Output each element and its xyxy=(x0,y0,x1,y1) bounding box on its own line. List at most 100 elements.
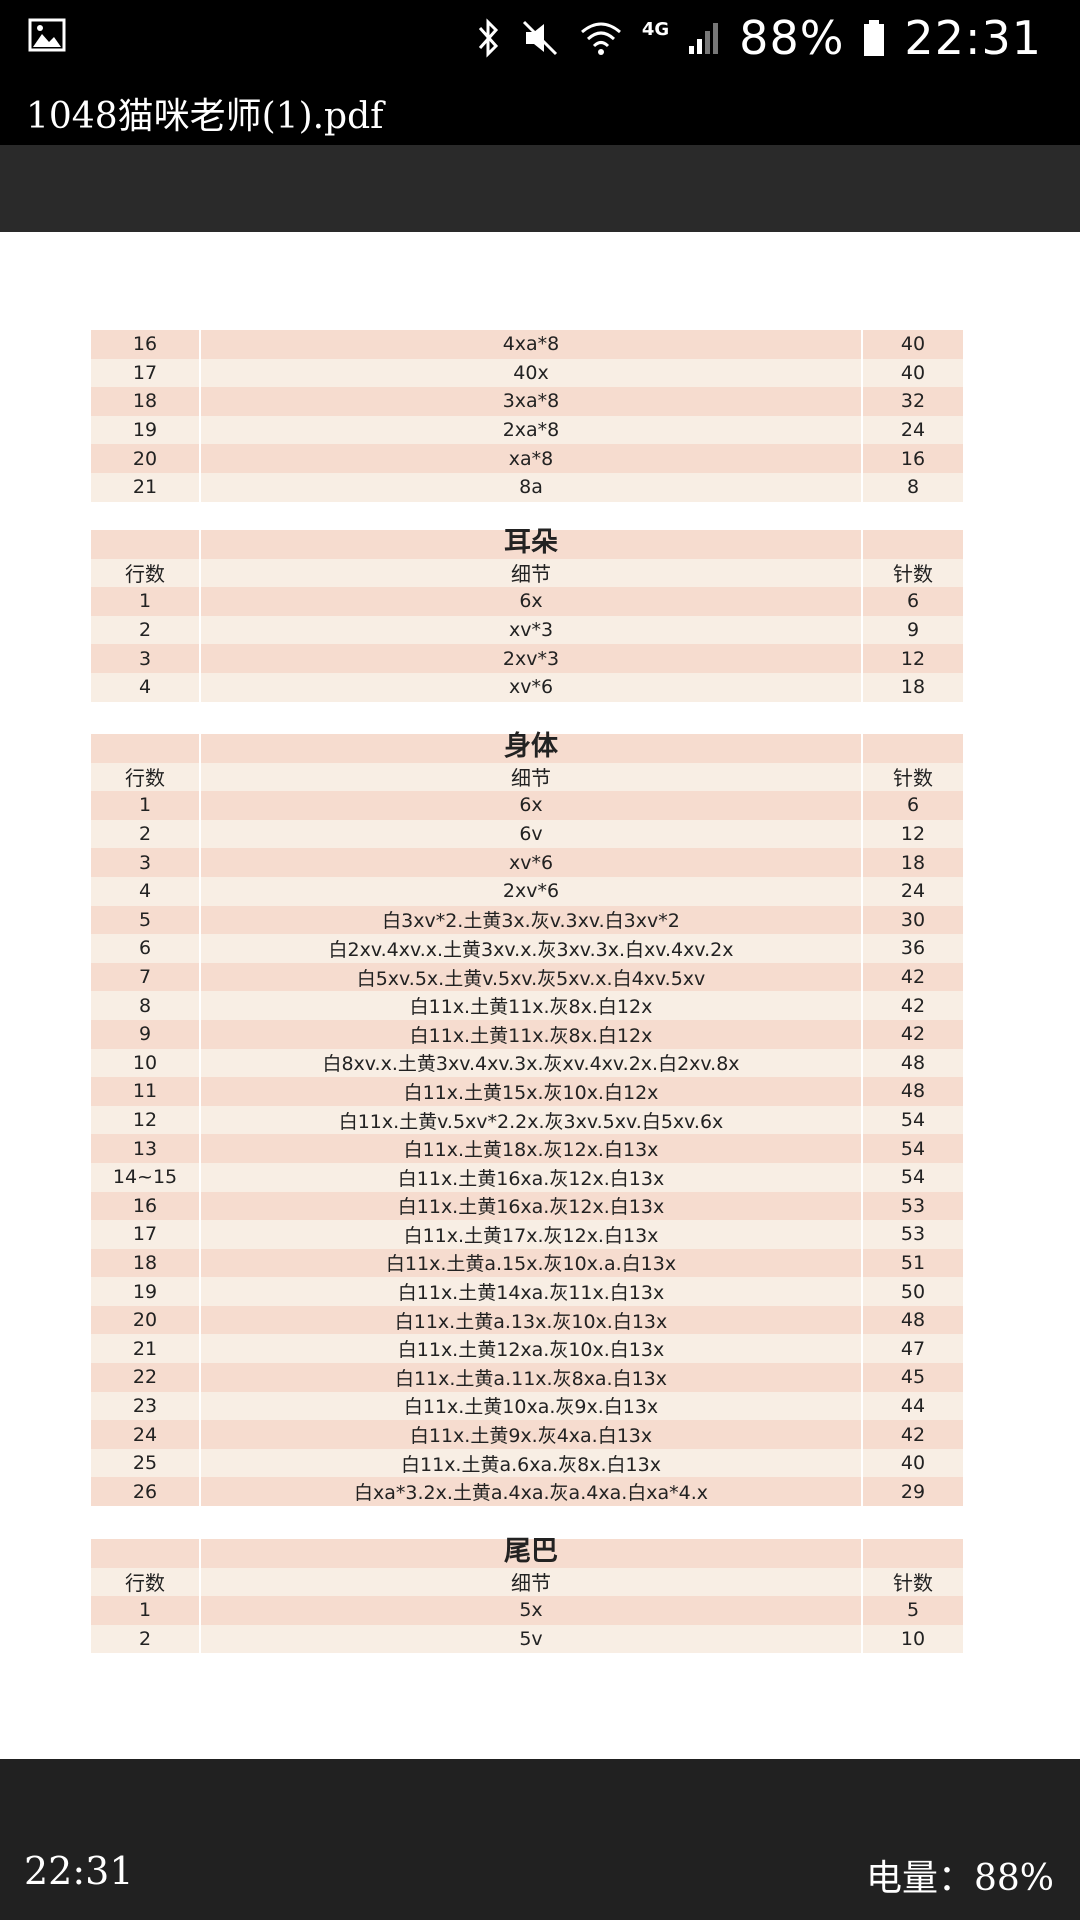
column-header: 针数 xyxy=(863,1567,963,1597)
table-row: 17 40x 40 xyxy=(91,358,963,388)
detail-cell: 2xv*6 xyxy=(199,876,863,906)
table-row: 20 xa*8 16 xyxy=(91,444,963,473)
row-number-cell: 18 xyxy=(91,1248,199,1278)
row-number-cell: 16 xyxy=(91,330,199,359)
table-row: 18 3xa*8 32 xyxy=(91,387,963,416)
row-number-cell: 2 xyxy=(91,1624,199,1654)
row-number-cell: 18 xyxy=(91,387,199,416)
table-row: 1 5x 5 xyxy=(91,1596,963,1625)
row-number-cell: 19 xyxy=(91,1277,199,1306)
title-spacer xyxy=(863,530,963,559)
row-number-cell: 8 xyxy=(91,991,199,1020)
title-bar: 1048猫咪老师(1).pdf xyxy=(0,75,1080,145)
table-row: 4 2xv*6 24 xyxy=(91,876,963,906)
stitch-count-cell: 48 xyxy=(863,1305,963,1335)
title-spacer xyxy=(863,1539,963,1568)
battery-icon xyxy=(864,20,885,56)
table-row: 10 白8xv.x.土黄3xv.4xv.3x.灰xv.4xv.2x.白2xv.8x… xyxy=(91,1048,963,1078)
detail-cell: 40x xyxy=(199,358,863,388)
row-number-cell: 17 xyxy=(91,1220,199,1249)
row-number-cell: 17 xyxy=(91,358,199,388)
table-row: 2 5v 10 xyxy=(91,1624,963,1654)
detail-cell: 白11x.土黄a.13x.灰10x.白13x xyxy=(199,1305,863,1335)
pdf-page[interactable]: 16 4xa*8 40 17 40x 40 18 3xa*8 32 19 2xa*8 24 20 xa*8… xyxy=(0,232,1080,1759)
stitch-count-cell: 40 xyxy=(863,330,963,359)
stitch-count-cell: 6 xyxy=(863,587,963,616)
table-header-row: 行数 细节 针数 xyxy=(91,558,963,588)
row-number-cell: 19 xyxy=(91,415,199,445)
stitch-count-cell: 53 xyxy=(863,1191,963,1221)
status-icons: 4G 88% 22:31 xyxy=(476,6,1042,70)
table-row: 11 白11x.土黄15x.灰10x.白12x 48 xyxy=(91,1077,963,1106)
table-title: 耳朵 xyxy=(199,527,863,559)
table-title-row: 耳朵 xyxy=(91,527,963,559)
table-row: 19 白11x.土黄14xa.灰11x.白13x 50 xyxy=(91,1277,963,1306)
row-number-cell: 4 xyxy=(91,672,199,702)
table-row: 12 白11x.土黄v.5xv*2.2x.灰3xv.5xv.白5xv.6x 54 xyxy=(91,1105,963,1135)
row-number-cell: 7 xyxy=(91,962,199,992)
detail-cell: 白3xv*2.土黄3x.灰v.3xv.白3xv*2 xyxy=(199,905,863,935)
detail-cell: 白xa*3.2x.土黄a.4xa.灰a.4xa.白xa*4.x xyxy=(199,1477,863,1507)
detail-cell: xv*6 xyxy=(199,672,863,702)
detail-cell: xa*8 xyxy=(199,444,863,473)
row-number-cell: 2 xyxy=(91,615,199,645)
row-number-cell: 23 xyxy=(91,1391,199,1421)
row-number-cell: 20 xyxy=(91,1305,199,1335)
row-number-cell: 3 xyxy=(91,848,199,877)
signal-icon xyxy=(689,23,719,54)
row-number-cell: 21 xyxy=(91,1334,199,1364)
table-header-row: 行数 细节 针数 xyxy=(91,762,963,792)
stitch-count-cell: 48 xyxy=(863,1077,963,1106)
detail-cell: 白11x.土黄16xa.灰12x.白13x xyxy=(199,1191,863,1221)
stitch-count-cell: 47 xyxy=(863,1334,963,1364)
detail-cell: 2xa*8 xyxy=(199,415,863,445)
stitch-count-cell: 18 xyxy=(863,848,963,877)
row-number-cell: 16 xyxy=(91,1191,199,1221)
bottom-bar: 22:31 电量：88% xyxy=(0,1759,1080,1920)
detail-cell: 白11x.土黄a.6xa.灰8x.白13x xyxy=(199,1448,863,1478)
detail-cell: 白2xv.4xv.x.土黄3xv.x.灰3xv.3x.白xv.4xv.2x xyxy=(199,934,863,963)
table-title-row: 身体 xyxy=(91,731,963,763)
table-row: 20 白11x.土黄a.13x.灰10x.白13x 48 xyxy=(91,1305,963,1335)
column-header: 行数 xyxy=(91,1567,199,1597)
document-title: 1048猫咪老师(1).pdf xyxy=(26,96,384,137)
stitch-count-cell: 32 xyxy=(863,387,963,416)
row-number-cell: 20 xyxy=(91,444,199,473)
viewer-toolbar[interactable] xyxy=(0,145,1080,232)
table-tail: 尾巴 行数 细节 针数 1 5x 5 2 5v 10 xyxy=(91,1536,963,1654)
gallery-icon xyxy=(28,18,66,52)
row-number-cell: 25 xyxy=(91,1448,199,1478)
detail-cell: 白11x.土黄16xa.灰12x.白13x xyxy=(199,1162,863,1192)
row-number-cell: 1 xyxy=(91,587,199,616)
title-spacer xyxy=(91,734,199,763)
table-row: 24 白11x.土黄9x.灰4xa.白13x 42 xyxy=(91,1420,963,1449)
row-number-cell: 6 xyxy=(91,934,199,963)
detail-cell: 6v xyxy=(199,819,863,849)
table-row: 16 白11x.土黄16xa.灰12x.白13x 53 xyxy=(91,1191,963,1221)
stitch-count-cell: 12 xyxy=(863,819,963,849)
row-number-cell: 11 xyxy=(91,1077,199,1106)
detail-cell: 白11x.土黄11x.灰8x.白12x xyxy=(199,1019,863,1049)
detail-cell: 白11x.土黄15x.灰10x.白12x xyxy=(199,1077,863,1106)
table-row: 19 2xa*8 24 xyxy=(91,415,963,445)
stitch-count-cell: 29 xyxy=(863,1477,963,1507)
row-number-cell: 1 xyxy=(91,791,199,820)
table-header-row: 行数 细节 针数 xyxy=(91,1567,963,1597)
table-row: 4 xv*6 18 xyxy=(91,672,963,702)
stitch-count-cell: 12 xyxy=(863,644,963,673)
row-number-cell: 5 xyxy=(91,905,199,935)
row-number-cell: 1 xyxy=(91,1596,199,1625)
column-header: 针数 xyxy=(863,558,963,588)
stitch-count-cell: 18 xyxy=(863,672,963,702)
detail-cell: 3xa*8 xyxy=(199,387,863,416)
row-number-cell: 14~15 xyxy=(91,1162,199,1192)
table-row: 1 6x 6 xyxy=(91,791,963,820)
column-header: 细节 xyxy=(199,762,863,792)
detail-cell: 白11x.土黄v.5xv*2.2x.灰3xv.5xv.白5xv.6x xyxy=(199,1105,863,1135)
detail-cell: 白11x.土黄12xa.灰10x.白13x xyxy=(199,1334,863,1364)
stitch-count-cell: 54 xyxy=(863,1105,963,1135)
table-title-row: 尾巴 xyxy=(91,1536,963,1568)
network-type: 4G xyxy=(641,18,670,40)
table-row: 25 白11x.土黄a.6xa.灰8x.白13x 40 xyxy=(91,1448,963,1478)
table-row: 2 6v 12 xyxy=(91,819,963,849)
